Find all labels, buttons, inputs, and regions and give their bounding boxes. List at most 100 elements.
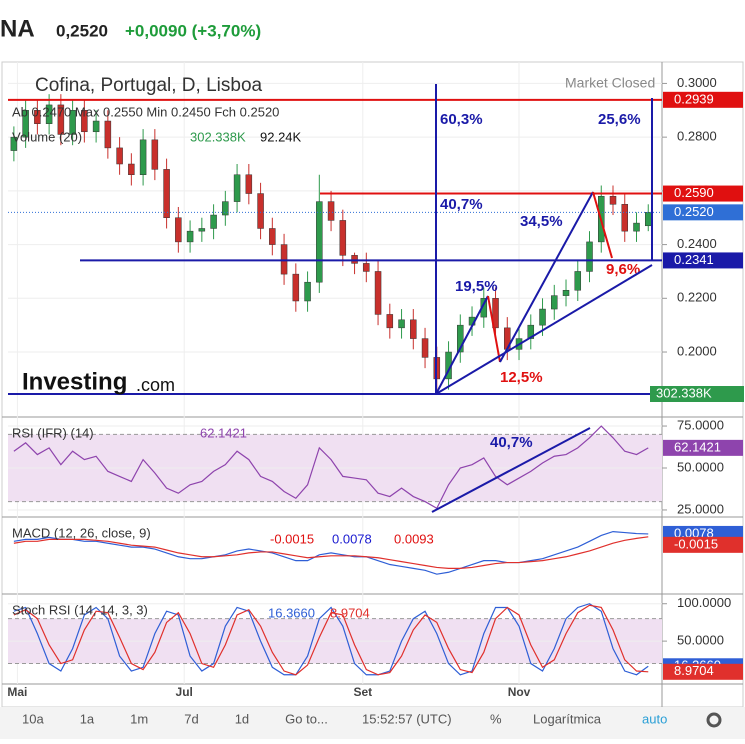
- series-line: [13, 536, 649, 569]
- indicator-value: 8.9704: [330, 605, 370, 620]
- toolbar-button[interactable]: 1m: [130, 711, 148, 726]
- x-tick-label: Jul: [176, 685, 193, 699]
- toolbar-option[interactable]: auto: [642, 711, 667, 726]
- toolbar-button[interactable]: 1d: [235, 711, 249, 726]
- candle-body: [10, 136, 18, 151]
- candle-body: [116, 147, 123, 165]
- annotation: 12,5%: [500, 369, 543, 386]
- price-box-label: 0.2341: [674, 252, 714, 267]
- settings-icon[interactable]: [706, 712, 722, 728]
- indicator-value: 0.0078: [332, 531, 372, 546]
- candle-body: [186, 230, 194, 243]
- candle-body: [492, 298, 499, 329]
- x-tick-label: Set: [353, 685, 372, 699]
- candle-body: [257, 193, 264, 229]
- trend-arrow: [435, 295, 489, 395]
- candle-body: [128, 163, 135, 176]
- y-tick-label: 25.0000: [677, 501, 724, 516]
- toolbar-button[interactable]: 10a: [22, 711, 44, 726]
- indicator-value: -0.0015: [270, 531, 314, 546]
- chart-title: Cofina, Portugal, D, Lisboa: [35, 75, 263, 96]
- candle-body: [81, 110, 88, 133]
- trend-arrow: [499, 191, 594, 363]
- volume-value: 92.24K: [260, 129, 302, 144]
- toolbar-button[interactable]: 7d: [184, 711, 198, 726]
- annotation: 9,6%: [606, 261, 640, 278]
- price-box-label: 8.9704: [674, 663, 714, 678]
- candle-body: [586, 241, 593, 272]
- series-line: [13, 425, 649, 510]
- y-tick-label: 0.2400: [677, 236, 717, 251]
- candle-body: [92, 120, 100, 133]
- annotation: 34,5%: [520, 213, 563, 230]
- volume-box-label: 302.338K: [656, 385, 712, 400]
- candle-body: [539, 308, 546, 326]
- y-tick-label: 75.0000: [677, 417, 724, 432]
- series-line: [13, 603, 649, 676]
- candle-body: [527, 324, 535, 339]
- candle-body: [57, 104, 65, 135]
- candle-body: [410, 319, 417, 339]
- volume-value: 302.338K: [190, 129, 246, 144]
- candle-body: [609, 195, 617, 205]
- market-status: Market Closed: [565, 75, 655, 91]
- price-box: [663, 204, 743, 221]
- candle-body: [163, 169, 170, 218]
- trend-arrow: [431, 427, 591, 513]
- logo: Investing: [22, 368, 127, 395]
- annotation: 25,6%: [598, 111, 641, 128]
- annotation: 60,3%: [440, 111, 483, 128]
- candle-body: [245, 174, 253, 194]
- symbol: NA: [0, 15, 35, 42]
- candle-body: [198, 228, 206, 232]
- y-tick-label: 0.2800: [677, 129, 717, 144]
- toolbar-option[interactable]: Logarítmica: [533, 711, 602, 726]
- y-tick-label: 50.0000: [677, 459, 724, 474]
- candle-body: [645, 212, 652, 227]
- candle-body: [363, 263, 370, 272]
- candle-body: [327, 201, 335, 221]
- candle-body: [339, 220, 347, 256]
- y-tick-label: 0.2200: [677, 290, 717, 305]
- volume-label: Volume (20): [12, 129, 82, 144]
- candle-body: [292, 273, 300, 302]
- price-box-label: 0.0078: [674, 525, 714, 540]
- candle-body: [574, 271, 582, 291]
- annotation: 40,7%: [490, 434, 533, 451]
- candle-body: [151, 139, 159, 170]
- candle-body: [316, 201, 323, 283]
- price-box-label: 62.1421: [674, 439, 721, 454]
- toolbar-button[interactable]: Go to...: [285, 711, 328, 726]
- y-tick-label: 0.3000: [677, 75, 717, 90]
- price-box-label: 0.2520: [674, 204, 714, 219]
- candle-body: [621, 204, 629, 232]
- candle-body: [34, 110, 41, 124]
- toolbar-button[interactable]: 1a: [80, 711, 95, 726]
- candle-body: [233, 174, 241, 202]
- x-tick-label: Mai: [7, 685, 27, 699]
- candle-body: [386, 314, 394, 329]
- indicator-title: MACD (12, 26, close, 9): [12, 525, 151, 540]
- candle-body: [633, 222, 640, 232]
- candle-body: [304, 281, 311, 302]
- logo-suffix: .com: [136, 375, 175, 395]
- candle-body: [351, 255, 358, 264]
- candle-body: [210, 214, 217, 229]
- y-tick-label: 0.2000: [677, 343, 717, 358]
- price-box: [663, 536, 743, 553]
- price-box: [663, 252, 743, 269]
- series-line: [13, 531, 649, 575]
- toolbar-option[interactable]: %: [490, 711, 502, 726]
- x-tick-label: Nov: [508, 685, 531, 699]
- candle-body: [104, 120, 112, 149]
- candle-body: [280, 244, 288, 275]
- candle-body: [551, 295, 558, 310]
- price-box-label: 0.2939: [674, 91, 714, 106]
- candle-body: [69, 110, 76, 135]
- candle-body: [374, 271, 382, 315]
- trend-arrow: [592, 191, 613, 259]
- price: 0,2520: [56, 21, 108, 40]
- y-tick-label: 50.0000: [677, 633, 724, 648]
- annotation: 19,5%: [455, 278, 498, 295]
